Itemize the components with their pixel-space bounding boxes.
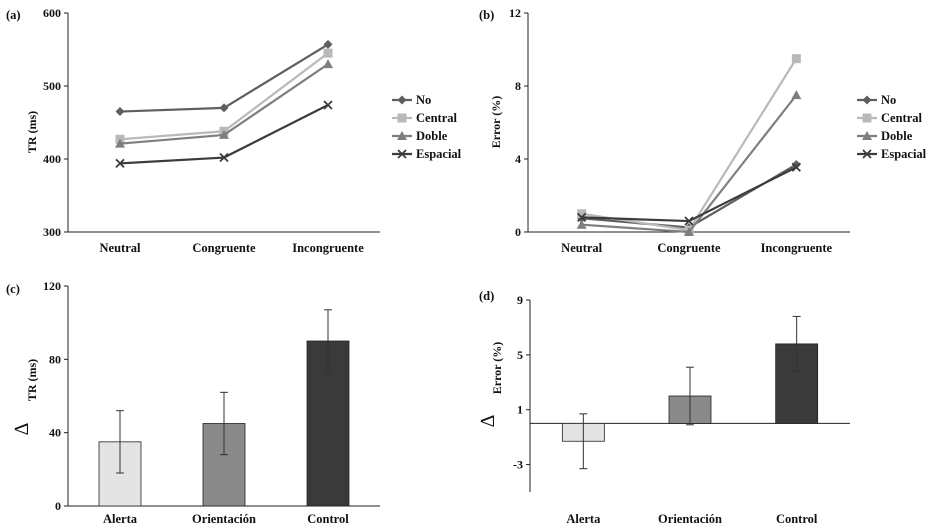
series-line-central — [581, 58, 798, 232]
legend-marker — [862, 95, 872, 105]
legend-label-central: Central — [416, 111, 457, 125]
data-point-doble — [115, 138, 125, 148]
legend-label-doble: Doble — [881, 129, 913, 143]
legend-label-central: Central — [881, 111, 922, 125]
y-axis-title-b: Error (%) — [489, 96, 503, 149]
panel-a: (a) TR (ms) 300 400 500 600 Neutral Congruent… — [6, 6, 462, 255]
data-point-central — [791, 54, 801, 64]
y-tick-label: 0 — [55, 499, 61, 513]
x-category-label: Congruente — [657, 241, 721, 255]
x-category-label: Orientación — [658, 512, 722, 526]
x-category-label: Incongruente — [761, 241, 833, 255]
data-point-espacial — [577, 212, 587, 223]
x-category-label: Alerta — [103, 512, 138, 526]
y-axis-title-d: Error (%) — [490, 342, 504, 395]
legend-marker — [862, 149, 872, 159]
y-tick-label: 40 — [49, 426, 61, 440]
y-axis-title-c: TR (ms) — [25, 359, 39, 401]
y-tick-label: 12 — [509, 6, 521, 20]
x-category-label: Control — [307, 512, 349, 526]
y-tick-label: 5 — [517, 348, 523, 362]
panel-label-b: (b) — [479, 8, 494, 22]
x-category-label: Incongruente — [292, 241, 364, 255]
series-line-espacial — [581, 166, 797, 223]
y-tick-label: 80 — [49, 352, 61, 366]
data-point-espacial — [219, 152, 229, 163]
y-tick-label: 600 — [43, 6, 61, 20]
data-point-central — [323, 48, 333, 58]
series-line-doble — [581, 94, 798, 234]
data-point-doble — [791, 90, 802, 100]
y-tick-label: 400 — [43, 152, 61, 166]
data-point-no — [219, 103, 229, 113]
x-category-label: Alerta — [566, 512, 601, 526]
y-axis-title-a: TR (ms) — [25, 111, 39, 153]
legend-marker — [397, 149, 407, 159]
y-tick-label: 8 — [515, 79, 521, 93]
x-category-label: Neutral — [561, 241, 602, 255]
data-point-no — [115, 107, 125, 117]
data-point-espacial — [684, 216, 694, 226]
legend-marker — [397, 131, 407, 140]
series-line-no — [119, 43, 329, 113]
x-category-label: Orientación — [192, 512, 256, 526]
legend-marker — [862, 113, 872, 123]
y-tick-label: 4 — [515, 152, 521, 166]
y-tick-label: 300 — [43, 225, 61, 239]
panel-label-d: (d) — [479, 289, 494, 303]
data-point-no — [791, 159, 801, 169]
legend-label-no: No — [881, 93, 896, 107]
y-axis-delta-c: ∆ — [11, 423, 33, 435]
y-axis-delta-d: ∆ — [477, 415, 499, 427]
data-point-espacial — [323, 100, 333, 110]
panel-b: (b) Error (%) 0 4 8 12 Neutral Congruente Inco… — [479, 6, 927, 255]
legend-marker — [862, 131, 872, 140]
data-point-doble — [219, 129, 229, 139]
panel-label-a: (a) — [6, 8, 21, 22]
data-point-doble — [323, 59, 333, 69]
data-point-no — [323, 39, 333, 49]
x-category-label: Congruente — [192, 241, 256, 255]
y-tick-label: 500 — [43, 79, 61, 93]
data-point-espacial — [791, 162, 801, 172]
data-point-doble — [684, 227, 694, 236]
y-tick-label: 1 — [517, 403, 523, 417]
y-tick-label: -3 — [513, 458, 523, 472]
x-category-label: Neutral — [100, 241, 141, 255]
data-point-doble — [576, 219, 587, 229]
y-tick-label: 0 — [515, 225, 521, 239]
legend-label-no: No — [416, 93, 431, 107]
panel-label-c: (c) — [6, 282, 20, 296]
legend-label-espacial: Espacial — [416, 147, 462, 161]
data-point-central — [577, 209, 587, 219]
panel-c: (c) ∆ TR (ms) 0 40 80 120 Alerta Orientación C… — [6, 279, 380, 526]
legend-marker — [397, 95, 407, 105]
legend-label-espacial: Espacial — [881, 147, 927, 161]
data-point-espacial — [115, 158, 125, 169]
y-tick-label: 9 — [517, 293, 523, 307]
panel-d: (d) ∆ Error (%) -3 1 5 9 Alerta Orientación Co… — [477, 289, 850, 526]
y-tick-label: 120 — [43, 279, 61, 293]
legend-label-doble: Doble — [416, 129, 448, 143]
legend-marker — [397, 113, 407, 123]
x-category-label: Control — [776, 512, 818, 526]
series-line-central — [119, 52, 329, 141]
